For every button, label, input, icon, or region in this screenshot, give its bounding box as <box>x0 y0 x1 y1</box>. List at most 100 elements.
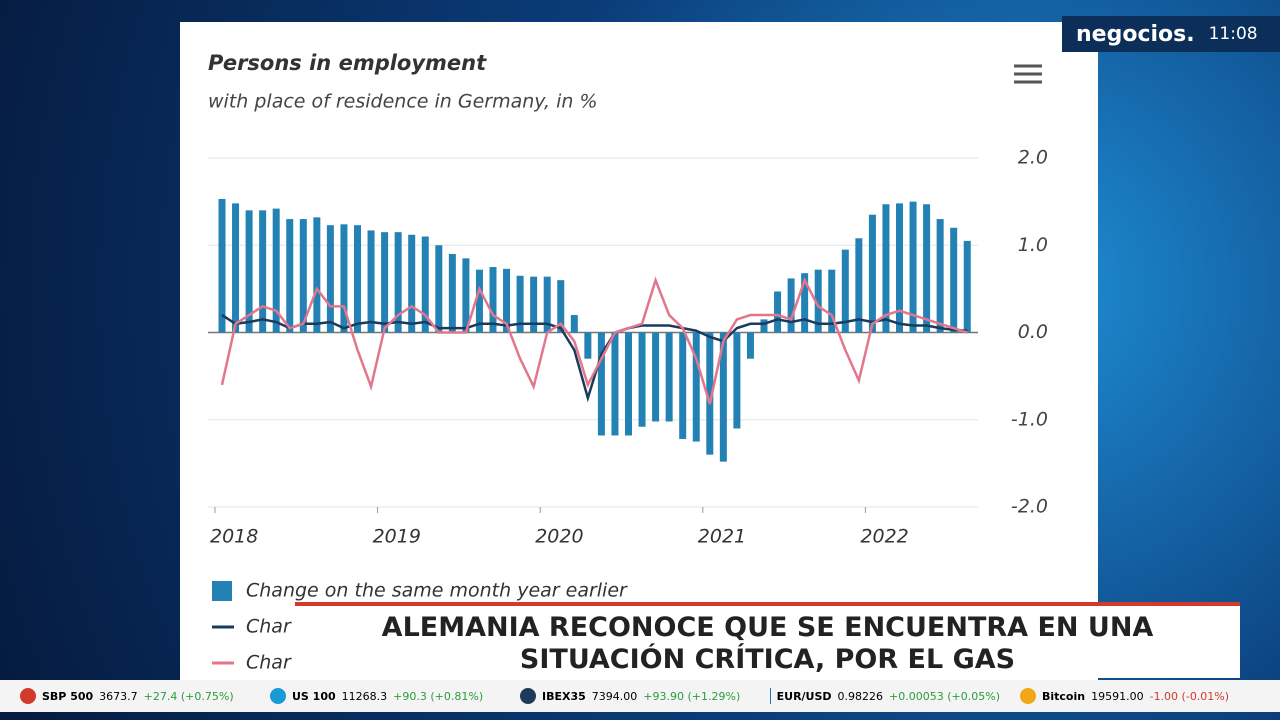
y-tick-label: 0.0 <box>1018 321 1048 343</box>
legend-label: Char <box>246 652 292 674</box>
ticker-value: 3673.7 <box>99 689 138 703</box>
chart-panel: Persons in employment with place of resi… <box>180 22 1098 680</box>
ticker-name: IBEX35 <box>542 689 586 703</box>
bar <box>489 267 497 333</box>
bar <box>570 315 578 333</box>
bar <box>760 319 768 333</box>
y-tick-label: 1.0 <box>1018 234 1048 256</box>
ticker-icon <box>1020 688 1036 704</box>
bar <box>787 278 795 333</box>
ticker-value: 0.98226 <box>837 689 884 703</box>
bar <box>882 204 890 333</box>
bar <box>462 258 470 333</box>
bar <box>855 238 863 333</box>
ticker-value: 19591.00 <box>1091 689 1144 703</box>
ticker-name: SBP 500 <box>42 689 94 703</box>
clock: 11:08 <box>1208 24 1258 44</box>
bar <box>963 240 971 333</box>
legend-label: Change on the same month year earlier <box>246 580 628 602</box>
bar <box>950 227 958 333</box>
x-tick-label: 2020 <box>535 526 583 548</box>
ticker-change: +27.4 (+0.75%) <box>143 689 234 703</box>
ticker-item: IBEX35 7394.00 +93.90 (+1.29%) <box>500 688 750 704</box>
bar <box>936 219 944 333</box>
ticker-item: EUR/USD 0.98226 +0.00053 (+0.05%) <box>750 688 1000 704</box>
menu-icon[interactable] <box>1014 64 1042 84</box>
bar <box>543 276 551 333</box>
x-tick-label: 2022 <box>860 526 908 548</box>
bar <box>245 210 253 333</box>
ticker-change: -1.00 (-0.01%) <box>1149 689 1230 703</box>
ticker-name: US 100 <box>292 689 336 703</box>
bar <box>746 332 754 359</box>
bar <box>801 273 809 333</box>
bar <box>719 332 727 462</box>
x-tick-label: 2019 <box>373 526 421 548</box>
x-tick-label: 2018 <box>210 526 258 548</box>
bar <box>313 217 321 333</box>
ticker-icon <box>770 688 771 704</box>
ticker-name: Bitcoin <box>1042 689 1086 703</box>
y-tick-label: -1.0 <box>1011 408 1048 430</box>
ticker-change: +0.00053 (+0.05%) <box>889 689 1000 703</box>
bar <box>218 199 226 333</box>
ticker-item: US 100 11268.3 +90.3 (+0.81%) <box>250 688 500 704</box>
ticker-item: Bitcoin 19591.00 -1.00 (-0.01%) <box>1000 688 1250 704</box>
bar <box>435 245 443 333</box>
ticker-name: EUR/USD <box>776 689 832 703</box>
bar <box>340 224 348 333</box>
chart-title: Persons in employment <box>208 51 487 75</box>
bar <box>503 268 511 333</box>
bar <box>259 210 267 333</box>
bar <box>557 280 565 333</box>
headline-line: SITUACIÓN CRÍTICA, POR EL GAS <box>519 644 1016 675</box>
bar <box>299 219 307 333</box>
bar <box>611 332 619 436</box>
bar <box>475 269 483 333</box>
bar <box>448 253 456 333</box>
bar <box>733 332 741 429</box>
line <box>220 276 968 405</box>
chart-subtitle: with place of residence in Germany, in % <box>208 91 598 113</box>
bar <box>286 219 294 333</box>
bar <box>516 275 524 333</box>
bar <box>326 225 334 333</box>
bar <box>679 332 687 439</box>
y-tick-label: 2.0 <box>1018 147 1048 169</box>
ticker-icon <box>20 688 36 704</box>
bar <box>381 232 389 333</box>
logo-text: negocios. <box>1076 21 1195 47</box>
bar <box>408 234 416 333</box>
bar <box>625 332 632 436</box>
bar <box>868 214 876 333</box>
bar <box>923 204 931 333</box>
legend-label: Char <box>246 616 292 638</box>
bar <box>706 332 714 455</box>
ticker-icon <box>270 688 286 704</box>
bar <box>394 232 402 333</box>
y-tick-label: -2.0 <box>1011 496 1048 518</box>
channel-logo: negocios. 11:08 <box>1062 16 1280 52</box>
bar <box>692 332 700 442</box>
ticker-value: 11268.3 <box>341 689 388 703</box>
bar <box>354 225 361 333</box>
bar <box>584 332 592 359</box>
bar <box>530 276 538 333</box>
headline-line: ALEMANIA RECONOCE QUE SE ENCUENTRA EN UN… <box>381 612 1154 643</box>
ticker-change: +90.3 (+0.81%) <box>393 689 484 703</box>
bar <box>774 291 782 333</box>
bar <box>814 269 822 333</box>
legend-swatch <box>212 581 232 601</box>
bar <box>665 332 673 422</box>
x-tick-label: 2021 <box>698 526 746 548</box>
bar <box>421 236 429 333</box>
bar <box>652 332 660 422</box>
bar <box>597 332 605 436</box>
bar <box>232 203 240 333</box>
bar <box>909 201 917 333</box>
chart: Persons in employment with place of resi… <box>208 51 1048 674</box>
ticker: SBP 500 3673.7 +27.4 (+0.75%) US 100 11268.3… <box>0 680 1280 712</box>
headline-banner: ALEMANIA RECONOCE QUE SE ENCUENTRA EN UN… <box>295 602 1240 678</box>
ticker-icon <box>520 688 536 704</box>
